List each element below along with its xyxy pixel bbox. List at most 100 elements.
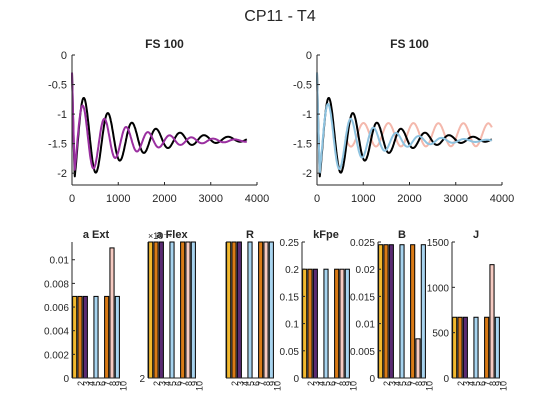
bar xyxy=(114,295,120,379)
plot-title: a Ext xyxy=(83,229,110,241)
bar xyxy=(383,244,389,379)
x-tick-label: 2 xyxy=(230,381,240,386)
bar xyxy=(457,316,463,379)
x-tick-label: 4000 xyxy=(245,193,269,205)
x-tick-label: 10 xyxy=(195,381,205,391)
y-tick-label: -1.5 xyxy=(293,139,312,151)
bar-plot-6 xyxy=(451,241,500,379)
x-tick-label: 5 xyxy=(168,381,178,386)
y-tick-label: -2 xyxy=(302,168,312,180)
bar-plot-3 xyxy=(225,241,274,379)
x-tick-label: 10 xyxy=(119,381,129,391)
x-tick-label: 2000 xyxy=(397,193,421,205)
x-tick-label: 7 xyxy=(179,381,189,386)
y-tick-label: -1.5 xyxy=(48,139,67,151)
series-line xyxy=(316,72,493,178)
x-tick-label: 2000 xyxy=(152,193,176,205)
y-tick-label: 0.2 xyxy=(285,265,299,276)
x-tick-label: 4 xyxy=(87,381,97,386)
x-tick-label: 0 xyxy=(69,193,75,205)
bar xyxy=(226,241,232,379)
y-tick-label: 0.01 xyxy=(50,256,70,267)
y-tick-label: 0.15 xyxy=(280,292,300,303)
x-tick-label: 5 xyxy=(246,381,256,386)
bar-plot-5 xyxy=(377,241,426,379)
x-tick-label: 3 xyxy=(387,381,397,386)
bar xyxy=(312,268,318,379)
x-tick-label: 3 xyxy=(81,381,91,386)
x-tick-label: 2 xyxy=(152,381,162,386)
bar xyxy=(323,268,329,379)
y-tick-label: 2 xyxy=(139,374,145,385)
x-tick-label: 3000 xyxy=(444,193,468,205)
x-tick-label: 5 xyxy=(322,381,332,386)
y-tick-label: 0.01 xyxy=(356,320,376,331)
x-tick-label: 6 xyxy=(327,381,337,386)
y-tick-label: 0 xyxy=(443,374,449,385)
y-tick-label: 0 xyxy=(293,374,299,385)
series-line xyxy=(71,72,248,178)
y-tick-label: 0.02 xyxy=(356,265,376,276)
x-tick-label: 9 xyxy=(419,381,429,386)
bar xyxy=(452,316,458,379)
y-tick-label: 0 xyxy=(306,50,312,62)
x-tick-label: 9 xyxy=(113,381,123,386)
x-tick-label: 9 xyxy=(493,381,503,386)
x-tick-label: 8 xyxy=(414,381,424,386)
y-tick-label: 0.25 xyxy=(280,238,300,249)
bar-plot-1 xyxy=(71,242,120,379)
bar xyxy=(420,244,426,379)
x-tick-label: 3 xyxy=(235,381,245,386)
x-tick-label: 3 xyxy=(157,381,167,386)
bar xyxy=(339,268,345,379)
x-tick-label: 6 xyxy=(173,381,183,386)
x-tick-label: 5 xyxy=(92,381,102,386)
plot-title: FS 100 xyxy=(390,37,429,51)
bar xyxy=(247,241,253,379)
bar xyxy=(263,241,269,379)
bar xyxy=(344,268,350,379)
bar xyxy=(148,241,154,379)
bar xyxy=(153,241,159,379)
x-tick-label: 7 xyxy=(333,381,343,386)
bar xyxy=(415,338,421,379)
bar xyxy=(378,244,384,379)
y-tick-label: 0.006 xyxy=(44,303,69,314)
x-tick-label: 9 xyxy=(343,381,353,386)
y-tick-label: 0.002 xyxy=(44,350,69,361)
x-tick-label: 9 xyxy=(267,381,277,386)
x-tick-label: 3 xyxy=(311,381,321,386)
x-tick-label: 1000 xyxy=(106,193,130,205)
bar xyxy=(72,295,78,379)
bar xyxy=(307,268,313,379)
x-tick-label: 1000 xyxy=(351,193,375,205)
x-tick-label: 2 xyxy=(382,381,392,386)
plot-title: B xyxy=(398,229,406,241)
x-tick-label: 9 xyxy=(189,381,199,386)
x-tick-label: 8 xyxy=(108,381,118,386)
bar xyxy=(104,295,110,379)
bar xyxy=(489,264,495,379)
x-tick-label: 0 xyxy=(314,193,320,205)
line-plot-1 xyxy=(71,54,258,186)
x-tick-label: 7 xyxy=(483,381,493,386)
x-tick-label: 2 xyxy=(76,381,86,386)
y-tick-label: -1 xyxy=(302,109,312,121)
x-tick-label: 2 xyxy=(306,381,316,386)
x-tick-label: 4 xyxy=(317,381,327,386)
bar xyxy=(388,244,394,379)
bar xyxy=(236,241,242,379)
y-tick-label: 0 xyxy=(63,374,69,385)
x-tick-label: 7 xyxy=(257,381,267,386)
x-tick-label: 4 xyxy=(393,381,403,386)
x-tick-label: 8 xyxy=(184,381,194,386)
bar xyxy=(82,295,88,379)
bar xyxy=(462,316,468,379)
bar xyxy=(473,316,479,379)
bar xyxy=(109,247,115,379)
plot-title: J xyxy=(473,229,479,241)
series-line xyxy=(316,72,493,174)
y-tick-label: -0.5 xyxy=(48,80,67,92)
bar xyxy=(158,241,164,379)
